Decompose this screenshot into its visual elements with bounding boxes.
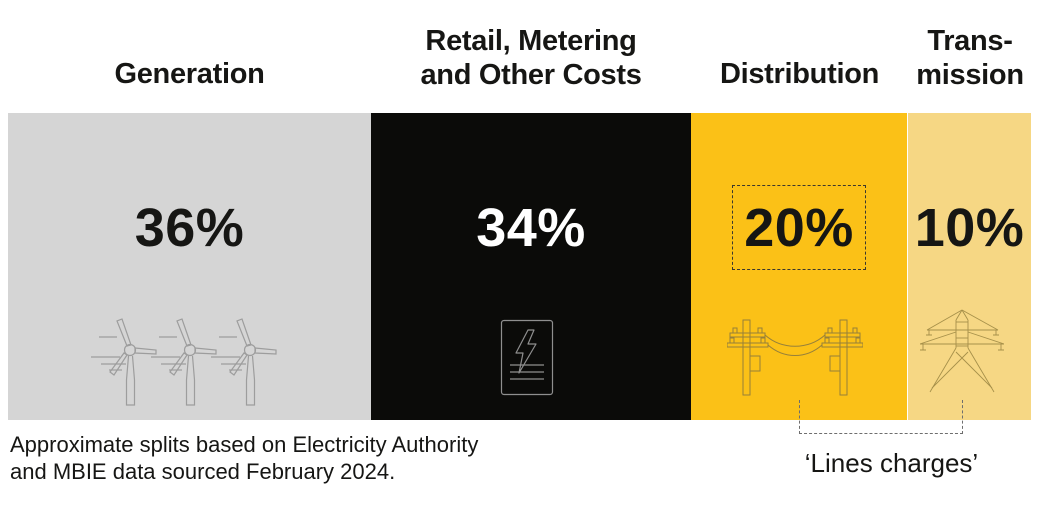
lines-charges-label: ‘Lines charges’ <box>804 448 979 478</box>
source-footnote-line2: and MBIE data sourced February 2024. <box>10 459 396 484</box>
source-footnote-line1: Approximate splits based on Electricity … <box>10 432 479 457</box>
transmission-header-line1: Trans- <box>927 25 1013 57</box>
distribution-header: Distribution <box>691 57 908 91</box>
lines-charges-bracket <box>799 400 963 434</box>
distribution-header-label: Distribution <box>719 58 880 90</box>
distribution-value-box: 20% <box>732 185 866 270</box>
generation-header-label: Generation <box>114 58 265 90</box>
retail-header-line2: and Other Costs <box>420 59 642 91</box>
transmission-value: 10% <box>914 198 1025 258</box>
wind-turbines-icon <box>91 318 277 406</box>
transmission-header: Trans- mission <box>906 24 1034 92</box>
retail-segment: 34% <box>371 113 691 420</box>
distribution-value: 20% <box>744 197 854 258</box>
generation-header: Generation <box>8 57 371 91</box>
retail-header-line1: Retail, Metering <box>425 25 637 57</box>
power-poles-icon <box>727 319 863 396</box>
power-bill-icon <box>500 319 554 396</box>
retail-value: 34% <box>476 198 586 258</box>
transmission-tower-icon <box>920 309 1004 393</box>
generation-value: 36% <box>134 198 245 258</box>
retail-header: Retail, Metering and Other Costs <box>371 24 691 92</box>
source-footnote: Approximate splits based on Electricity … <box>10 431 478 485</box>
generation-segment: 36% <box>8 113 371 420</box>
transmission-header-line2: mission <box>916 59 1024 91</box>
distribution-segment: 20% <box>691 113 907 420</box>
transmission-segment: 10% <box>908 113 1031 420</box>
